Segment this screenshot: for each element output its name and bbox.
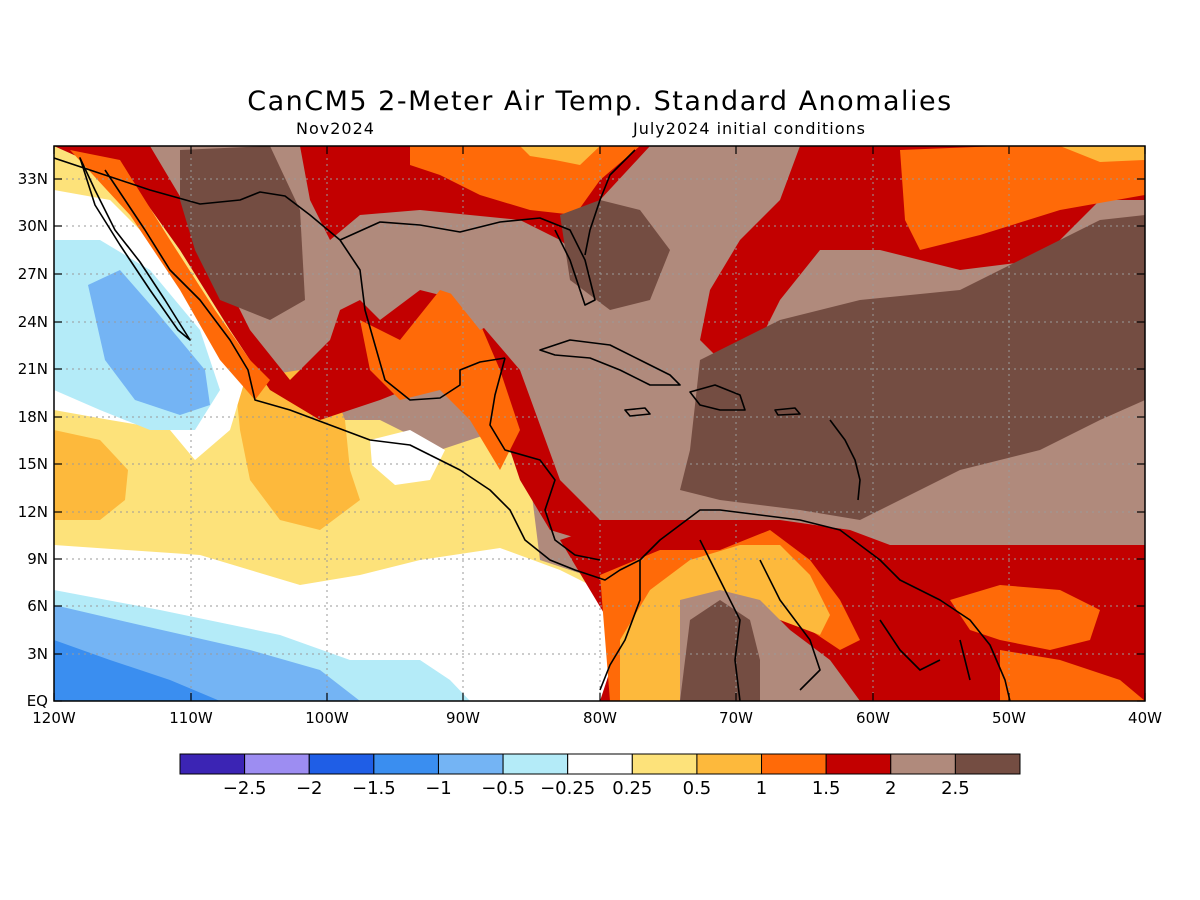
atlantic-south-orange — [950, 585, 1100, 650]
caribbean-brown-region — [560, 200, 670, 310]
lon-tick-label: 100W — [305, 709, 349, 727]
south-america-yellow-region — [620, 545, 830, 701]
colorbar-label: −1 — [425, 778, 452, 799]
cuba — [539, 339, 681, 386]
lat-tick-label: 15N — [18, 455, 48, 473]
us-atlantic-coast — [584, 149, 636, 256]
lon-tick-label: 50W — [992, 709, 1026, 727]
guyana-borders — [879, 619, 971, 681]
lat-tick-label: 30N — [18, 217, 48, 235]
atlantic-brown-region — [680, 215, 1145, 520]
lat-tick-label: 33N — [18, 170, 48, 188]
colorbar-label: −0.5 — [481, 778, 525, 799]
us-south-yellow — [520, 146, 600, 165]
colorbar-label: 2 — [885, 778, 896, 799]
south-america-coast — [599, 560, 641, 691]
us-south-orange — [410, 146, 640, 215]
subtitle-initial-conditions: July2024 initial conditions — [633, 119, 866, 138]
colorbar-swatch — [890, 753, 956, 775]
lat-tick-label: 18N — [18, 408, 48, 426]
subtitle-date: Nov2024 — [296, 119, 375, 138]
hispaniola — [689, 384, 746, 411]
venezuela-border — [759, 559, 821, 691]
colorbar-swatch — [567, 753, 633, 775]
lat-tick-label: 27N — [18, 265, 48, 283]
colorbar-swatch — [825, 753, 892, 775]
colombia-border — [699, 539, 741, 701]
colorbar-label: 0.25 — [612, 778, 652, 799]
baja-lightblue-region — [88, 270, 210, 415]
baja-peninsula — [79, 157, 191, 341]
jamaica — [624, 407, 651, 417]
lat-tick-label: 3N — [27, 645, 48, 663]
gulf-orange-strip — [360, 290, 520, 470]
colorbar-label: 2.5 — [941, 778, 970, 799]
lat-tick-label: 24N — [18, 313, 48, 331]
anomaly-field — [54, 146, 1145, 701]
atlantic-south-orange-2 — [1000, 650, 1145, 701]
atlantic-orange-band — [900, 146, 1145, 250]
puerto-rico — [774, 407, 801, 416]
mexico-pacific-coast — [104, 169, 431, 456]
colorbar-label: 0.5 — [683, 778, 712, 799]
us-mexico-border — [54, 157, 341, 241]
gulf-coast — [339, 239, 506, 401]
us-gulf-coast — [339, 217, 596, 306]
lon-tick-label: 110W — [169, 709, 213, 727]
central-america-white-spot — [370, 430, 445, 485]
lon-tick-label: 80W — [583, 709, 617, 727]
grid-lines — [54, 146, 1145, 701]
longitude-axis: 120W 110W 100W 90W 80W 70W 60W 50W 40W — [32, 146, 1162, 727]
central-america-coast — [429, 454, 641, 581]
lat-tick-label: 12N — [18, 503, 48, 521]
colorbar-swatch — [179, 753, 246, 775]
colorbar-swatch — [308, 753, 375, 775]
colorbar-swatch — [373, 753, 439, 775]
pacific-orange-light-region — [54, 430, 128, 520]
mexico-plateau-brown — [180, 146, 305, 320]
colorbar-swatch — [696, 753, 763, 775]
lon-tick-label: 90W — [446, 709, 480, 727]
colorbar-label: −0.25 — [540, 778, 595, 799]
lesser-antilles — [829, 419, 861, 501]
colorbar-swatch — [761, 753, 827, 775]
colorbar-swatch — [437, 753, 504, 775]
lat-tick-label: 6N — [27, 597, 48, 615]
colorbar-label: −2.5 — [223, 778, 267, 799]
lon-tick-label: 40W — [1128, 709, 1162, 727]
lat-tick-label: 21N — [18, 360, 48, 378]
colorbar-swatch — [244, 753, 310, 775]
gulf-tan-region — [340, 215, 580, 330]
colorbar-label: −1.5 — [352, 778, 396, 799]
atlantic-yellow-band — [1060, 146, 1145, 162]
lat-tick-label: 9N — [27, 550, 48, 568]
lon-tick-label: 120W — [32, 709, 76, 727]
central-america-caribbean — [489, 357, 601, 561]
coastlines — [54, 149, 1011, 701]
colorbar-swatch — [631, 753, 698, 775]
colorbar-swatch — [502, 753, 569, 775]
pacific-blue-region — [54, 640, 220, 701]
map-title: CanCM5 2-Meter Air Temp. Standard Anomal… — [247, 86, 953, 117]
mexico-orange-strip — [70, 150, 270, 400]
colorbar-swatch — [954, 753, 1021, 775]
colorbar: −2.5 −2 −1.5 −1 −0.5 −0.25 0.25 0.5 1 1.5 2 2.5 — [179, 753, 1021, 799]
south-america-north-coast — [639, 509, 1011, 701]
colorbar-label: 1.5 — [812, 778, 841, 799]
lon-tick-label: 70W — [719, 709, 753, 727]
lat-tick-label: EQ — [27, 692, 48, 710]
colorbar-label: 1 — [756, 778, 767, 799]
colorbar-label: −2 — [296, 778, 323, 799]
lon-tick-label: 60W — [856, 709, 890, 727]
latitude-axis: 33N 30N 27N 24N 21N 18N 15N 12N 9N 6N 3N EQ — [18, 170, 1145, 710]
